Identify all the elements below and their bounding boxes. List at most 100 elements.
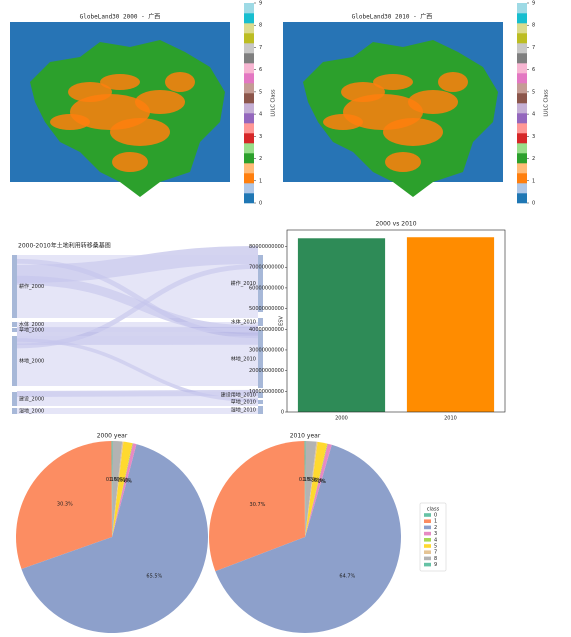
map-cropland [385, 152, 421, 172]
colorbar-tick-label: 3 [532, 134, 535, 140]
sankey-node-label: 建设_2000 [19, 396, 44, 403]
map-cropland [408, 90, 458, 114]
y-tick-label: 0 [281, 410, 284, 416]
colorbar-band [244, 153, 254, 163]
y-tick-label: 70000000000 [249, 265, 284, 271]
colorbar-band [244, 43, 254, 53]
legend-swatch [424, 532, 431, 536]
legend-swatch [424, 526, 431, 530]
colorbar-band [517, 93, 527, 103]
colorbar-band [244, 53, 254, 63]
colorbar-band [517, 53, 527, 63]
colorbar-tick-label: 9 [259, 1, 262, 7]
map-cropland [50, 114, 90, 130]
legend-label: 3 [434, 531, 437, 537]
map-title: GlobeLand30 2010 - 广西 [352, 13, 433, 21]
colorbar-tick-label: 8 [532, 23, 535, 29]
x-tick-label: 2000 [335, 416, 348, 422]
legend-label: 9 [434, 562, 437, 568]
colorbar-band [244, 63, 254, 73]
colorbar-tick-label: 6 [532, 67, 535, 73]
colorbar-band [244, 173, 254, 183]
legend-swatch [424, 550, 431, 554]
colorbar-band [517, 133, 527, 143]
colorbar-tick-label: 4 [259, 112, 262, 118]
map-cropland [112, 152, 148, 172]
y-axis-label: ESV [279, 316, 285, 326]
colorbar-tick-label: 7 [259, 45, 262, 51]
colorbar-tick-label: 5 [532, 89, 535, 95]
map [283, 22, 503, 197]
chart-title: 2000 year [97, 433, 128, 440]
sankey-node [12, 408, 17, 414]
sankey-node-label: 草地_2000 [19, 327, 44, 334]
colorbar-band [517, 113, 527, 123]
map-cropland [165, 72, 195, 92]
legend-frame [420, 503, 446, 571]
colorbar-tick-label: 0 [259, 201, 262, 207]
colorbar-band [244, 73, 254, 83]
map-cropland [323, 114, 363, 130]
map-title: GlobeLand30 2000 - 广西 [80, 13, 161, 21]
y-tick-label: 80000000000 [249, 244, 284, 250]
legend-label: 5 [434, 544, 437, 550]
colorbar-band [244, 83, 254, 93]
sankey-node-label: 湿地_2010 [231, 407, 256, 414]
colorbar-band [244, 163, 254, 173]
legend-label: 4 [434, 537, 437, 543]
colorbar-tick-label: 1 [532, 178, 535, 184]
colorbar-band [517, 13, 527, 23]
sankey-node [258, 406, 263, 414]
legend-label: 8 [434, 556, 437, 562]
colorbar-band [517, 183, 527, 193]
pie-value-label: 30.3% [57, 501, 73, 507]
y-tick-label: 50000000000 [249, 306, 284, 312]
sankey-node [12, 328, 17, 332]
colorbar-band [244, 183, 254, 193]
sankey-band [17, 255, 258, 318]
colorbar-band [244, 133, 254, 143]
colorbar-tick-label: 6 [259, 67, 262, 73]
y-tick-label: 40000000000 [249, 327, 284, 333]
legend-label: 1 [434, 519, 437, 525]
bar [407, 237, 494, 412]
sankey-node-label: 林地_2010 [231, 356, 256, 363]
colorbar-band [517, 103, 527, 113]
colorbar-tick-label: 4 [532, 112, 535, 118]
colorbar-band [517, 163, 527, 173]
colorbar-band [244, 3, 254, 13]
sankey-node [12, 336, 17, 386]
sankey-band [17, 328, 258, 332]
colorbar-tick-label: 5 [259, 89, 262, 95]
sankey-node [12, 255, 17, 318]
colorbar-band [517, 3, 527, 13]
chart-title: 2010 year [290, 433, 321, 440]
map-cropland [100, 74, 140, 90]
legend-label: 0 [434, 513, 437, 519]
legend-swatch [424, 544, 431, 548]
colorbar-tick-label: 2 [532, 156, 535, 162]
y-tick-label: 10000000000 [249, 389, 284, 395]
colorbar-band [244, 143, 254, 153]
colorbar-band [517, 33, 527, 43]
legend-swatch [424, 519, 431, 523]
map [10, 22, 230, 197]
colorbar-tick-label: 3 [259, 134, 262, 140]
sankey-node [258, 330, 263, 388]
colorbar-band [517, 173, 527, 183]
sankey-title: 2000-2010年土地利用转移桑基图 [18, 242, 111, 250]
colorbar-band [517, 63, 527, 73]
colorbar-band [244, 123, 254, 133]
pie-value-label: 65.5% [146, 574, 162, 580]
colorbar-band [244, 103, 254, 113]
colorbar-tick-label: 9 [532, 1, 535, 7]
chart-title: 2000 vs 2010 [375, 221, 416, 228]
map-cropland [135, 90, 185, 114]
pie-value-label: 64.7% [339, 574, 355, 580]
colorbar-band [244, 23, 254, 33]
colorbar-label: LULC Class [544, 89, 550, 117]
colorbar-band [244, 113, 254, 123]
legend-swatch [424, 563, 431, 567]
